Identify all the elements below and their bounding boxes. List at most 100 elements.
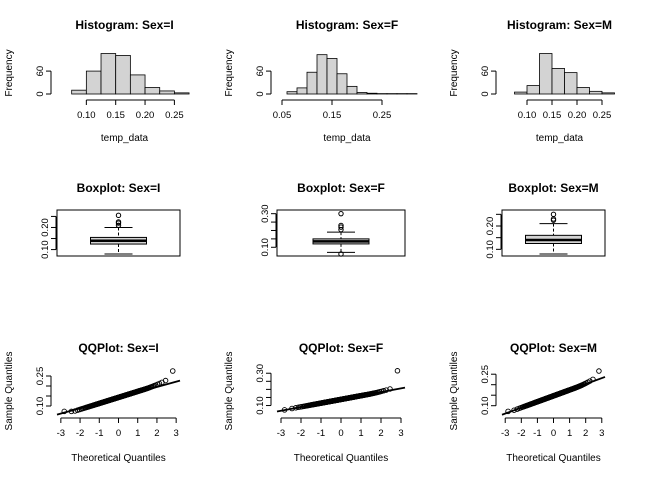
outlier-point: [116, 213, 120, 217]
x-axis-label: Theoretical Quantiles: [294, 453, 389, 464]
x-tick-label: 3: [174, 428, 179, 439]
boxplot-panel-5: Boxplot: Sex=M 0.10 0.20: [485, 181, 605, 259]
y-tick-label: 0.30: [260, 204, 271, 223]
chart-title: Histogram: Sex=I: [75, 18, 173, 32]
outlier-point: [551, 212, 555, 216]
chart-title: QQPlot: Sex=I: [78, 341, 158, 355]
x-tick-label: 0.25: [165, 110, 184, 121]
qq-point: [597, 369, 602, 374]
x-tick-label: 1: [135, 428, 140, 439]
x-tick-label: 0: [338, 428, 343, 439]
histogram-bar: [552, 68, 565, 94]
y-axis-label: Frequency: [224, 49, 235, 96]
histogram-bar: [577, 88, 590, 94]
y-tick-label: 0: [480, 91, 491, 96]
histogram-bar: [174, 93, 189, 94]
x-tick-label: 0.10: [77, 110, 96, 121]
boxplot-panel-3: Boxplot: Sex=I 0.10 0.20: [40, 181, 180, 259]
y-tick-label: 0.25: [480, 365, 491, 384]
histogram-bar: [86, 71, 101, 94]
qq-reference-line: [502, 377, 605, 415]
y-tick-label: 0.10: [260, 238, 271, 257]
y-axis-label: Sample Quantiles: [449, 352, 460, 431]
qq-point: [395, 369, 400, 374]
histogram-bar: [287, 92, 297, 94]
x-tick-label: 0.20: [568, 110, 587, 121]
histogram-bar: [297, 88, 307, 94]
y-tick-label: 0.10: [485, 240, 496, 258]
x-tick-label: -2: [76, 428, 84, 439]
y-tick-label: 0.20: [485, 217, 496, 236]
y-tick-label: 60: [255, 66, 266, 77]
histogram-bar: [116, 55, 131, 94]
chart-title: QQPlot: Sex=M: [510, 341, 597, 355]
chart-title: QQPlot: Sex=F: [299, 341, 383, 355]
x-tick-label: -3: [277, 428, 285, 439]
x-tick-label: 0.10: [518, 110, 537, 121]
y-tick-label: 0.30: [255, 364, 266, 383]
x-tick-label: 2: [583, 428, 588, 439]
histogram-bar: [145, 88, 160, 94]
histogram-bar: [357, 92, 367, 94]
x-tick-label: 0.15: [323, 110, 342, 121]
y-axis-label: Frequency: [449, 49, 460, 96]
x-tick-label: 0.15: [106, 110, 125, 121]
qqplot-panel-7: QQPlot: Sex=F -3 -2 -1 0 1 2 3 0.10 0.30 Theoretic…: [224, 341, 405, 464]
y-tick-label: 0.10: [255, 396, 266, 415]
x-tick-label: 0.25: [593, 110, 612, 121]
x-tick-label: 2: [154, 428, 159, 439]
histogram-bar: [327, 58, 337, 94]
chart-title: Boxplot: Sex=F: [297, 181, 385, 195]
histogram-bar: [130, 75, 145, 94]
histogram-bar: [101, 54, 116, 94]
y-axis-label: Frequency: [4, 49, 15, 96]
histogram-bar: [602, 93, 615, 94]
x-tick-label: -1: [317, 428, 325, 439]
histogram-bar: [367, 93, 377, 94]
y-tick-label: 0.20: [40, 218, 51, 237]
y-tick-label: 0.10: [40, 240, 51, 259]
histogram-bar: [307, 72, 317, 94]
x-tick-label: 3: [398, 428, 403, 439]
histogram-bar: [515, 92, 528, 94]
histogram-bar: [72, 90, 87, 94]
histogram-bar: [160, 91, 175, 94]
y-tick-label: 60: [480, 66, 491, 77]
histogram-bar: [527, 86, 540, 94]
x-tick-label: -3: [57, 428, 65, 439]
x-tick-label: 0: [116, 428, 121, 439]
x-tick-label: -1: [95, 428, 103, 439]
x-tick-label: 0: [551, 428, 556, 439]
histogram-bar: [540, 54, 553, 94]
histogram-bar: [317, 55, 327, 94]
x-axis-label: temp_data: [101, 133, 149, 144]
x-tick-label: 1: [567, 428, 572, 439]
x-tick-label: 0.05: [273, 110, 292, 121]
x-tick-label: -1: [533, 428, 541, 439]
y-tick-label: 0.10: [35, 397, 46, 416]
x-tick-label: 0.20: [136, 110, 155, 121]
y-axis-label: Sample Quantiles: [4, 352, 15, 431]
histogram-bar: [565, 73, 578, 94]
qq-reference-line: [277, 388, 405, 412]
y-tick-label: 0.25: [35, 367, 46, 386]
x-tick-label: 0.25: [373, 110, 392, 121]
y-tick-label: 0.10: [480, 396, 491, 415]
chart-title: Boxplot: Sex=M: [508, 181, 598, 195]
y-tick-label: 0: [255, 91, 266, 96]
boxplot-panel-4: Boxplot: Sex=F 0.10 0.30: [260, 181, 405, 257]
x-tick-label: 1: [358, 428, 363, 439]
qq-reference-line: [57, 381, 180, 415]
y-tick-label: 0: [35, 91, 46, 96]
x-axis-label: temp_data: [536, 133, 584, 144]
chart-title: Histogram: Sex=F: [296, 18, 398, 32]
x-tick-label: 2: [378, 428, 383, 439]
x-tick-label: 3: [599, 428, 604, 439]
x-tick-label: -2: [297, 428, 305, 439]
chart-title: Boxplot: Sex=I: [77, 181, 161, 195]
outlier-point: [339, 211, 343, 215]
